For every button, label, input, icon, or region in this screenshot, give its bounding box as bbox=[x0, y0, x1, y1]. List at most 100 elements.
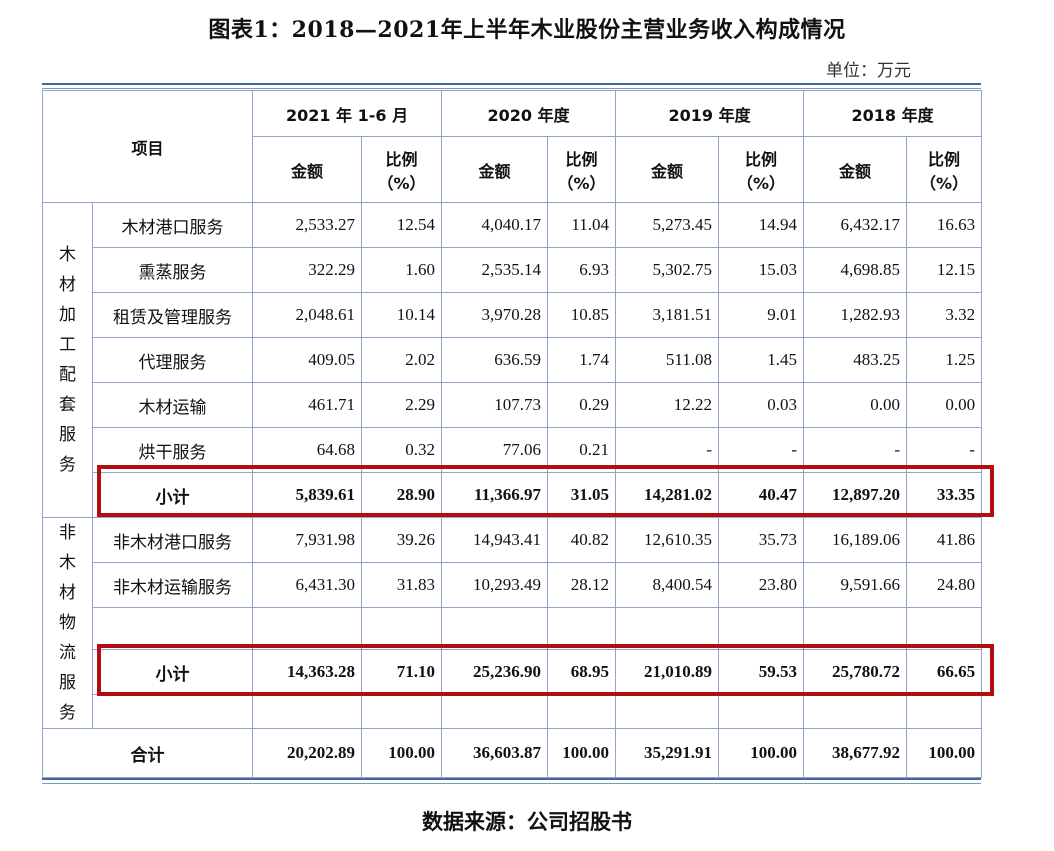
amount-cell: 20,202.89 bbox=[252, 728, 363, 778]
table-row: 代理服务 409.05 2.02 636.59 1.74 511.08 1.45 483.25… bbox=[43, 337, 983, 383]
empty-cell bbox=[718, 694, 805, 729]
amount-cell: 8,400.54 bbox=[615, 562, 720, 608]
amount-cell: 25,236.90 bbox=[441, 649, 549, 695]
empty-cell bbox=[361, 607, 443, 650]
header-ratio: 比例 （%） bbox=[906, 136, 983, 203]
row-label: 熏蒸服务 bbox=[91, 247, 254, 293]
amount-cell: 7,931.98 bbox=[252, 517, 363, 563]
table-row: 非木材运输服务 6,431.30 31.83 10,293.49 28.12 8,400.… bbox=[43, 562, 983, 608]
amount-cell: 21,010.89 bbox=[615, 649, 720, 695]
figure-title: 图表1：2018—2021年上半年木业股份主营业务收入构成情况 bbox=[208, 17, 846, 43]
amount-cell: 5,273.45 bbox=[615, 202, 720, 248]
ratio-cell: 59.53 bbox=[718, 649, 805, 695]
amount-cell: 77.06 bbox=[441, 427, 549, 473]
amount-cell: 409.05 bbox=[252, 337, 363, 383]
ratio-cell: 71.10 bbox=[361, 649, 443, 695]
empty-cell bbox=[906, 607, 983, 650]
empty-cell bbox=[91, 607, 254, 650]
header-period: 2018 年度 bbox=[803, 90, 983, 137]
table-body: 木材加工配套服务 木材港口服务 2,533.27 12.54 4,040.17 11.04… bbox=[41, 202, 983, 778]
empty-cell bbox=[906, 694, 983, 729]
amount-cell: 2,535.14 bbox=[441, 247, 549, 293]
header-ratio: 比例 （%） bbox=[718, 136, 805, 203]
amount-cell: 14,281.02 bbox=[615, 472, 720, 518]
ratio-cell: 1.74 bbox=[547, 337, 617, 383]
amount-cell: 4,040.17 bbox=[441, 202, 549, 248]
amount-cell: 1,282.93 bbox=[803, 292, 908, 338]
ratio-cell: 3.32 bbox=[906, 292, 983, 338]
ratio-cell: 100.00 bbox=[361, 728, 443, 778]
ratio-cell: 0.29 bbox=[547, 382, 617, 428]
amount-cell: 5,302.75 bbox=[615, 247, 720, 293]
empty-row bbox=[43, 694, 983, 729]
empty-cell bbox=[615, 694, 720, 729]
ratio-cell: 15.03 bbox=[718, 247, 805, 293]
ratio-cell: 0.32 bbox=[361, 427, 443, 473]
ratio-cell: 40.47 bbox=[718, 472, 805, 518]
ratio-cell: 9.01 bbox=[718, 292, 805, 338]
ratio-cell: 23.80 bbox=[718, 562, 805, 608]
ratio-cell: 0.21 bbox=[547, 427, 617, 473]
empty-cell bbox=[252, 694, 363, 729]
ratio-cell: 16.63 bbox=[906, 202, 983, 248]
amount-cell: 483.25 bbox=[803, 337, 908, 383]
ratio-cell: 1.60 bbox=[361, 247, 443, 293]
ratio-cell: 39.26 bbox=[361, 517, 443, 563]
row-label: 租赁及管理服务 bbox=[91, 292, 254, 338]
subtotal-label: 小计 bbox=[91, 472, 254, 518]
ratio-cell: 28.12 bbox=[547, 562, 617, 608]
header-row-metrics: 金额 比例 （%） 金额 比例 （%） 金额 比例 （%） 金额 比例 （%） bbox=[43, 136, 983, 203]
header-period: 2021 年 1-6 月 bbox=[252, 90, 443, 137]
header-period: 2019 年度 bbox=[615, 90, 805, 137]
table-row: 租赁及管理服务 2,048.61 10.14 3,970.28 10.85 3,181.5… bbox=[43, 292, 983, 338]
ratio-cell: 66.65 bbox=[906, 649, 983, 695]
row-label: 代理服务 bbox=[91, 337, 254, 383]
empty-cell bbox=[441, 607, 549, 650]
group-label: 木材加工配套服务 bbox=[42, 202, 93, 518]
row-label: 木材运输 bbox=[91, 382, 254, 428]
ratio-cell: 100.00 bbox=[718, 728, 805, 778]
header-amount: 金额 bbox=[252, 136, 363, 203]
amount-cell: 3,181.51 bbox=[615, 292, 720, 338]
amount-cell: 2,048.61 bbox=[252, 292, 363, 338]
ratio-cell: 12.15 bbox=[906, 247, 983, 293]
ratio-cell: 41.86 bbox=[906, 517, 983, 563]
empty-cell bbox=[547, 607, 617, 650]
amount-cell: 3,970.28 bbox=[441, 292, 549, 338]
empty-cell bbox=[547, 694, 617, 729]
empty-cell bbox=[803, 607, 908, 650]
revenue-table: 项目 2021 年 1-6 月 2020 年度 2019 年度 2018 年度 … bbox=[41, 90, 983, 778]
ratio-cell: 40.82 bbox=[547, 517, 617, 563]
ratio-cell: 2.29 bbox=[361, 382, 443, 428]
ratio-cell: 31.05 bbox=[547, 472, 617, 518]
amount-cell: 12.22 bbox=[615, 382, 720, 428]
table-bottom-rule bbox=[42, 778, 981, 784]
empty-cell bbox=[361, 694, 443, 729]
amount-cell: 511.08 bbox=[615, 337, 720, 383]
total-row: 合计 20,202.89 100.00 36,603.87 100.00 35,291.9… bbox=[41, 728, 983, 778]
ratio-cell: - bbox=[718, 427, 805, 473]
header-amount: 金额 bbox=[803, 136, 908, 203]
revenue-table-container: 项目 2021 年 1-6 月 2020 年度 2019 年度 2018 年度 … bbox=[41, 83, 983, 784]
empty-cell bbox=[91, 694, 254, 729]
amount-cell: 636.59 bbox=[441, 337, 549, 383]
amount-cell: - bbox=[803, 427, 908, 473]
amount-cell: 6,432.17 bbox=[803, 202, 908, 248]
amount-cell: 11,366.97 bbox=[441, 472, 549, 518]
amount-cell: 0.00 bbox=[803, 382, 908, 428]
amount-cell: 36,603.87 bbox=[441, 728, 549, 778]
header-period: 2020 年度 bbox=[441, 90, 617, 137]
amount-cell: 461.71 bbox=[252, 382, 363, 428]
ratio-cell: 31.83 bbox=[361, 562, 443, 608]
subtotal-row: 小计 5,839.61 28.90 11,366.97 31.05 14,281.02 40… bbox=[43, 472, 983, 518]
empty-cell bbox=[441, 694, 549, 729]
ratio-cell: 14.94 bbox=[718, 202, 805, 248]
amount-cell: 4,698.85 bbox=[803, 247, 908, 293]
table-row: 烘干服务 64.68 0.32 77.06 0.21- - - - bbox=[43, 427, 983, 473]
amount-cell: 5,839.61 bbox=[252, 472, 363, 518]
row-label: 木材港口服务 bbox=[91, 202, 254, 248]
ratio-cell: 35.73 bbox=[718, 517, 805, 563]
table-top-rule bbox=[42, 83, 981, 89]
table-row: 熏蒸服务 322.29 1.60 2,535.14 6.93 5,302.75 15.03 4… bbox=[43, 247, 983, 293]
ratio-cell: 24.80 bbox=[906, 562, 983, 608]
